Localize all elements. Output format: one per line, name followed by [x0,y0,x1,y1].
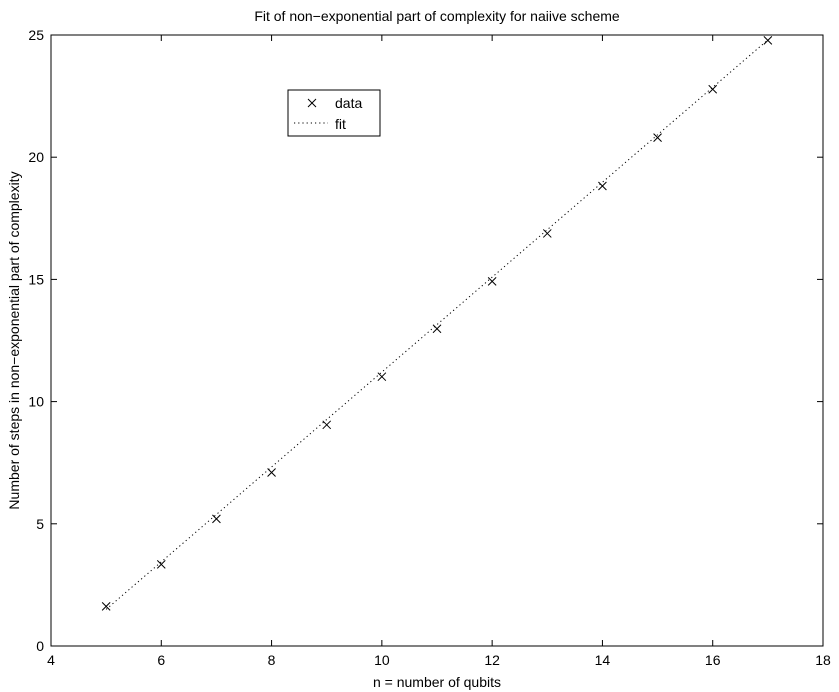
data-point [377,372,387,382]
x-tick-label: 6 [157,652,165,668]
legend-label-data: data [335,95,362,111]
x-tick-label: 8 [268,652,276,668]
data-point [598,181,607,191]
x-axis-label: n = number of qubits [373,674,501,690]
y-tick-label: 20 [28,149,44,165]
data-point [101,602,111,611]
x-tick-label: 16 [705,652,721,668]
x-tick-label: 14 [595,652,611,668]
y-tick-label: 0 [36,638,44,654]
data-point [487,277,497,286]
legend-marker-data [307,98,317,108]
legend-label-fit: fit [335,116,346,132]
data-point [267,468,276,477]
plot-area-frame [50,34,824,647]
data-point [212,514,221,524]
data-point [322,420,332,430]
legend: data fit [287,89,381,137]
data-point [542,229,552,238]
y-tick-label: 25 [28,27,44,43]
data-point [432,324,442,334]
y-tick-label: 15 [28,271,44,287]
data-point [708,84,718,94]
data-point [763,36,773,45]
y-tick-label: 10 [28,394,44,410]
y-tick-label: 5 [36,516,44,532]
x-tick-label: 10 [374,652,390,668]
fit-line [105,39,769,610]
data-point [653,133,662,143]
x-tick-label: 18 [815,652,831,668]
legend-box [287,89,381,137]
x-tick-label: 12 [484,652,500,668]
y-axis-label: Number of steps in non−exponential part … [6,171,22,509]
x-tick-label: 4 [47,652,55,668]
chart-title: Fit of non−exponential part of complexit… [254,8,620,24]
data-point [156,560,166,569]
